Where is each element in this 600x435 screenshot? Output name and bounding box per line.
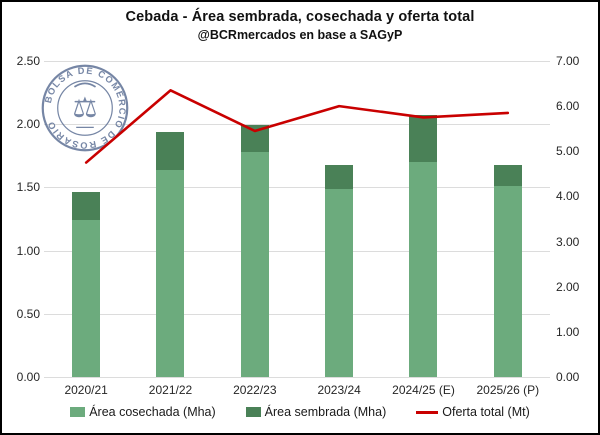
bar-segment-sembrada [409, 115, 438, 163]
left-axis-tick: 2.00 [16, 117, 40, 132]
bar-segment-cosechada [325, 188, 354, 377]
bar-segment-cosechada [493, 186, 522, 377]
right-axis-tick: 3.00 [556, 234, 580, 249]
gridline [44, 187, 550, 189]
x-axis-label: 2024/25 (E) [392, 383, 455, 397]
legend-item-sembrada: Área sembrada (Mha) [245, 405, 387, 419]
bar-segment-cosechada [409, 162, 438, 377]
x-axis-label: 2021/22 [148, 383, 193, 397]
gridline [44, 377, 550, 378]
x-axis-label: 2025/26 (P) [476, 383, 540, 397]
light-green-swatch-icon [70, 407, 86, 417]
stacked-bar [409, 61, 438, 377]
legend-item-cosechada: Área cosechada (Mha) [70, 405, 216, 419]
left-axis-tick: 1.50 [16, 180, 40, 195]
chart-subtitle: @BCRmercados en base a SAGyP [197, 28, 403, 42]
right-axis-tick: 5.00 [556, 144, 580, 159]
x-axis-label: 2020/21 [64, 383, 108, 397]
left-axis-tick: 2.50 [16, 54, 40, 68]
legend: Área cosechada (Mha) Área sembrada (Mha)… [2, 405, 598, 419]
bar-group [128, 61, 212, 377]
x-axis-label: 2023/24 [317, 383, 361, 397]
bar-segment-sembrada [240, 125, 269, 153]
stacked-bar [493, 61, 522, 377]
gridline [44, 250, 550, 252]
left-axis-tick: 1.00 [16, 243, 40, 258]
right-axis-tick: 2.00 [556, 279, 580, 294]
legend-label-cosechada: Área cosechada (Mha) [89, 405, 216, 419]
right-axis-tick: 6.00 [556, 99, 580, 114]
x-axis-label: 2022/23 [233, 383, 277, 397]
stacked-bar [240, 61, 269, 377]
stacked-bar [325, 61, 354, 377]
right-axis-tick: 1.00 [556, 324, 580, 339]
right-axis-tick: 4.00 [556, 189, 580, 204]
bar-group [381, 61, 465, 377]
bar-segment-sembrada [156, 131, 185, 170]
left-axis-tick: 0.00 [16, 370, 40, 384]
plot-area [44, 61, 550, 377]
chart-title: Cebada - Área sembrada, cosechada y ofer… [125, 9, 475, 25]
bar-segment-cosechada [240, 152, 269, 377]
bar-segment-cosechada [72, 220, 101, 377]
legend-label-sembrada: Área sembrada (Mha) [264, 405, 387, 419]
left-axis-tick: 0.50 [16, 306, 40, 321]
stacked-bar [156, 61, 185, 377]
gridline [44, 313, 550, 315]
bar-group [297, 61, 381, 377]
bar-segment-cosechada [156, 169, 185, 377]
bar-group [44, 61, 128, 377]
right-axis-tick: 7.00 [556, 54, 580, 68]
bar-group [466, 61, 550, 377]
right-axis-tick: 0.00 [556, 370, 580, 384]
legend-label-oferta: Oferta total (Mt) [442, 405, 530, 419]
bar-group [213, 61, 297, 377]
red-line-swatch-icon [416, 410, 439, 414]
gridline [44, 61, 550, 62]
legend-item-oferta: Oferta total (Mt) [416, 405, 530, 419]
stacked-bar [72, 61, 101, 377]
bar-segment-sembrada [325, 164, 354, 189]
bar-segment-sembrada [72, 192, 101, 221]
dark-green-swatch-icon [245, 407, 261, 417]
bar-segment-sembrada [493, 164, 522, 187]
